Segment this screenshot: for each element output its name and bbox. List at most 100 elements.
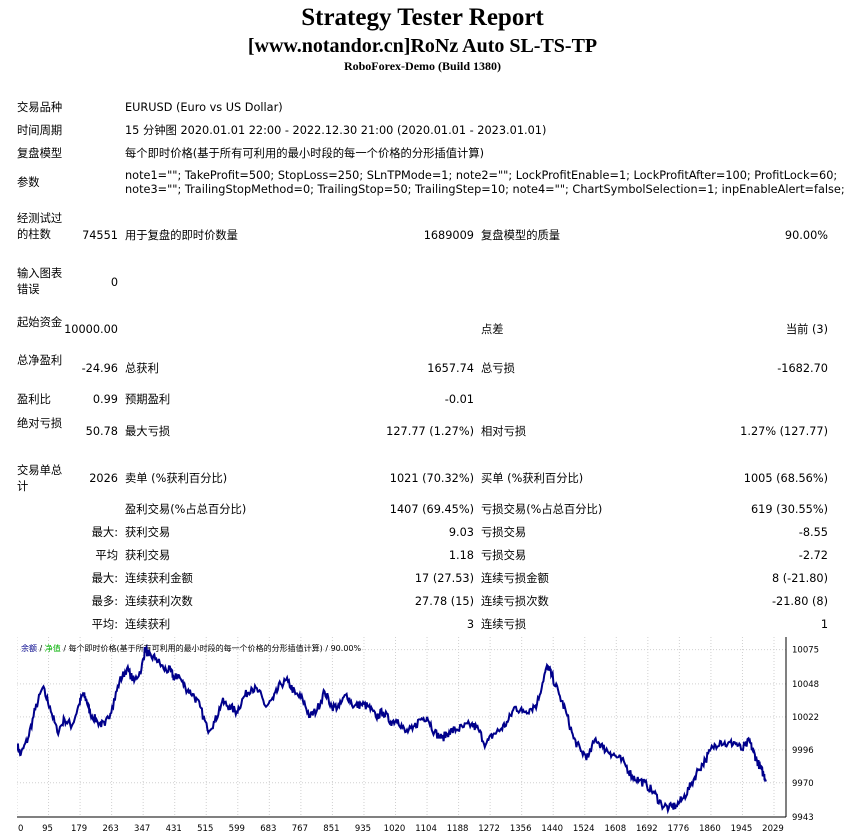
- cons-loss-cnt-value: -21.80 (8): [771, 595, 828, 608]
- x-tick-label: 1440: [541, 824, 563, 834]
- x-tick-label: 515: [197, 824, 213, 834]
- period-value: 15 分钟图 2020.01.01 22:00 - 2022.12.30 21:…: [125, 124, 547, 137]
- symbol-label: 交易品种: [17, 101, 63, 114]
- gross-profit-label: 总获利: [125, 362, 159, 375]
- largest-loss-value: -8.55: [798, 526, 828, 539]
- legend-sep-1: /: [37, 644, 45, 653]
- bars-value: 74551: [82, 229, 118, 242]
- balance-line: [17, 644, 767, 815]
- legend-sep-2: /: [61, 644, 69, 653]
- avg-cons-loss-label: 连续亏损: [481, 618, 527, 631]
- mismatch-value: 0: [110, 276, 118, 289]
- x-tick-label: 767: [292, 824, 308, 834]
- trades-label: 交易单总计: [17, 464, 63, 493]
- avg-cons-win-label: 连续获利: [125, 618, 171, 631]
- x-tick-label: 935: [355, 824, 371, 834]
- y-tick-label: 9996: [792, 746, 814, 756]
- y-tick-label: 9970: [792, 779, 814, 789]
- avg-prefix: 平均: [95, 549, 118, 562]
- x-tick-label: 1692: [636, 824, 658, 834]
- y-tick-label: 10075: [792, 646, 819, 656]
- x-tick-label: 1524: [573, 824, 595, 834]
- svg-text:余额 / 净值 / 每个即时价格(基于所有可利用的最小时段的: 余额 / 净值 / 每个即时价格(基于所有可利用的最小时段的每一个价格的分形插值…: [21, 643, 361, 653]
- x-tick-label: 599: [229, 824, 245, 834]
- short-value: 1021 (70.32%): [389, 472, 474, 485]
- avg-cons-loss-value: 1: [820, 618, 828, 631]
- avg-loss-value: -2.72: [798, 549, 828, 562]
- x-tick-label: 0: [18, 824, 23, 834]
- deposit-value: 10000.00: [64, 323, 118, 336]
- largest-win-value: 9.03: [448, 526, 474, 539]
- long-label: 买单 (%获利百分比): [481, 472, 584, 485]
- avg2-prefix: 平均:: [91, 618, 118, 631]
- chart-grid: [17, 637, 786, 818]
- legend-quality: 90.00%: [331, 644, 362, 653]
- y-tick-label: 10022: [792, 713, 819, 723]
- model-value: 每个即时价格(基于所有可利用的最小时段的每一个价格的分形插值计算): [125, 147, 485, 160]
- x-tick-label: 263: [103, 824, 119, 834]
- cons-win-cnt-value: 27.78 (15): [414, 595, 474, 608]
- x-tick-label: 1945: [731, 824, 753, 834]
- quality-value: 90.00%: [784, 229, 828, 242]
- gross-profit-value: 1657.74: [427, 362, 474, 375]
- report-title: Strategy Tester Report: [301, 4, 544, 31]
- legend-sep-3: /: [323, 644, 331, 653]
- symbol-value: EURUSD (Euro vs US Dollar): [125, 101, 283, 114]
- gross-loss-label: 总亏损: [481, 362, 515, 375]
- cons-loss-amt-label: 连续亏损金额: [481, 572, 549, 585]
- params-line1: note1=""; TakeProfit=500; StopLoss=250; …: [125, 169, 838, 182]
- max-dd-value: 127.77 (1.27%): [386, 425, 474, 438]
- win-label: 盈利交易(%占总百分比): [125, 503, 247, 516]
- report-subtitle: [www.notandor.cn]RoNz Auto SL-TS-TP: [247, 35, 598, 57]
- cons-win-amt-value: 17 (27.53): [414, 572, 474, 585]
- x-tick-label: 851: [323, 824, 339, 834]
- loss-value: 619 (30.55%): [750, 503, 828, 516]
- cons-loss-amt-value: 8 (-21.80): [771, 572, 828, 585]
- x-tick-label: 1356: [510, 824, 532, 834]
- most-prefix: 最多:: [91, 595, 118, 608]
- abs-dd-label: 绝对亏损: [17, 417, 63, 430]
- x-tick-label: 2029: [762, 824, 784, 834]
- x-tick-label: 1104: [415, 824, 437, 834]
- pf-label: 盈利比: [17, 393, 51, 406]
- balance-chart: 余额 / 净值 / 每个即时价格(基于所有可利用的最小时段的每一个价格的分形插值…: [17, 637, 845, 837]
- x-tick-label: 1776: [668, 824, 690, 834]
- y-axis: 10075 10048 10022 9996 9970 9943: [792, 646, 819, 823]
- mismatch-label: 输入图表错误: [17, 267, 63, 296]
- max2-prefix: 最大:: [91, 572, 118, 585]
- largest-loss-label: 亏损交易: [481, 526, 527, 539]
- spread-label: 点差: [481, 323, 504, 336]
- loss-label: 亏损交易(%占总百分比): [481, 503, 603, 516]
- win-value: 1407 (69.45%): [389, 503, 474, 516]
- x-tick-label: 1020: [384, 824, 406, 834]
- chart-legend: 余额 / 净值 / 每个即时价格(基于所有可利用的最小时段的每一个价格的分形插值…: [21, 643, 361, 653]
- model-label: 复盘模型: [17, 147, 63, 160]
- net-value: -24.96: [81, 362, 118, 375]
- cons-win-amt-label: 连续获利金额: [125, 572, 193, 585]
- y-tick-label: 10048: [792, 680, 819, 690]
- legend-balance: 余额: [21, 643, 37, 653]
- avg-loss-label: 亏损交易: [481, 549, 527, 562]
- pf-value: 0.99: [92, 393, 118, 406]
- trades-value: 2026: [89, 472, 118, 485]
- cons-loss-cnt-label: 连续亏损次数: [481, 595, 549, 608]
- max-dd-label: 最大亏损: [125, 425, 171, 438]
- chart-background: [17, 637, 845, 837]
- x-tick-label: 1860: [699, 824, 721, 834]
- legend-model: 每个即时价格(基于所有可利用的最小时段的每一个价格的分形插值计算): [69, 643, 323, 653]
- expected-value: -0.01: [444, 393, 474, 406]
- legend-equity: 净值: [45, 643, 61, 653]
- gross-loss-value: -1682.70: [777, 362, 828, 375]
- ticks-label: 用于复盘的即时价数量: [125, 229, 238, 242]
- y-tick-label: 9943: [792, 813, 814, 823]
- x-tick-label: 95: [42, 824, 53, 834]
- short-label: 卖单 (%获利百分比): [125, 472, 228, 485]
- x-tick-label: 347: [134, 824, 150, 834]
- spread-value: 当前 (3): [785, 323, 828, 336]
- ticks-value: 1689009: [423, 229, 474, 242]
- quality-label: 复盘模型的质量: [481, 229, 561, 242]
- cons-win-cnt-label: 连续获利次数: [125, 595, 193, 608]
- x-tick-label: 1188: [447, 824, 469, 834]
- x-tick-label: 179: [71, 824, 87, 834]
- rel-dd-label: 相对亏损: [481, 425, 527, 438]
